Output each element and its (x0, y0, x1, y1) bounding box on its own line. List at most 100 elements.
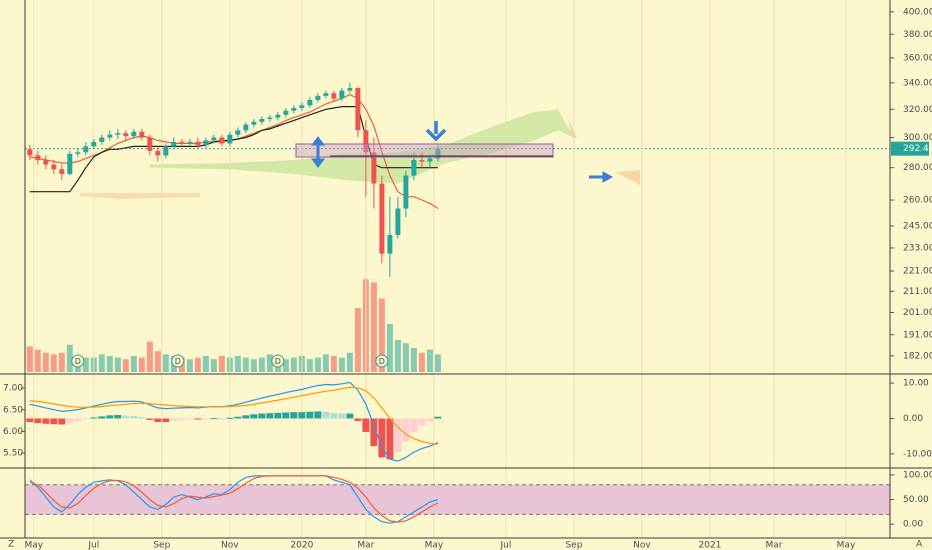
candle-body (227, 134, 233, 144)
y-tick-label: 5.50 (3, 449, 23, 459)
y-tick-label: 300.00 (903, 133, 932, 143)
volume-bar (210, 359, 217, 372)
histogram-bar (122, 415, 130, 419)
volume-bar (26, 346, 33, 372)
candle-body (107, 134, 113, 138)
x-tick-label: May (24, 541, 43, 550)
volume-bar (426, 349, 433, 372)
histogram-bar (106, 415, 114, 419)
series-line (29, 475, 439, 524)
histogram-bar (114, 414, 122, 419)
candle-body (123, 133, 129, 137)
histogram-bar (370, 418, 378, 447)
candle-body (251, 121, 257, 125)
grid-layer (25, 0, 890, 538)
candle-body (315, 95, 321, 100)
volume-bar (386, 324, 393, 372)
candle-body (267, 117, 273, 119)
x-tick-label: Jul (87, 541, 99, 550)
cloud (149, 109, 574, 184)
candle-body (163, 146, 169, 156)
down-arrow (425, 121, 447, 142)
volume-bar (50, 354, 57, 372)
histogram-bar (154, 418, 162, 423)
event-label: D (275, 357, 281, 366)
toolbar-left: Z (8, 540, 14, 550)
event-marker (271, 354, 285, 368)
candle-body (411, 159, 417, 176)
histogram-bar (434, 416, 442, 419)
histogram-bar (178, 418, 186, 421)
volume-bar (322, 354, 329, 372)
histogram-bar (50, 418, 58, 425)
histogram-bar (266, 413, 274, 419)
histogram-bar (58, 418, 66, 425)
candle-body (171, 141, 177, 147)
volume-bar (418, 352, 425, 372)
volume-bar (434, 354, 441, 372)
x-tick-label: Mar (765, 541, 782, 550)
candle-body (211, 137, 217, 141)
y-tick-label: 380.00 (903, 30, 932, 40)
histogram-bar (306, 411, 314, 419)
y-tick-label: 340.00 (903, 78, 932, 88)
candle-body (115, 133, 121, 135)
candle-body (43, 159, 49, 165)
cloud-decoration (615, 170, 640, 185)
event-marker (171, 354, 185, 368)
candle-body (403, 175, 409, 209)
histogram-bar (282, 412, 290, 419)
volume-bar (186, 359, 193, 372)
candle-body (435, 148, 441, 159)
candle-body (219, 137, 225, 144)
histogram-bar (242, 415, 250, 419)
candle-body (99, 137, 105, 142)
histogram-bar (34, 418, 42, 424)
volume-bar (114, 357, 121, 372)
candle-body (291, 107, 297, 111)
series-line (29, 381, 439, 462)
candle-body (307, 99, 313, 106)
y-tick-label: 50.00 (903, 495, 929, 505)
y-tick-label: 211.00 (903, 287, 932, 297)
histogram-bar (250, 414, 258, 419)
volume-bar (218, 356, 225, 372)
y-tick-label: 280.00 (903, 163, 932, 173)
x-tick-label: Sep (153, 541, 170, 550)
histogram-bar (202, 418, 210, 420)
candle-body (83, 146, 89, 153)
candle-body (387, 235, 393, 254)
candle-body (35, 155, 41, 160)
y-tick-label: 6.50 (3, 405, 23, 415)
histogram-bar (402, 418, 410, 442)
volume-bar (130, 356, 137, 372)
histogram-bar (314, 411, 322, 419)
candle-body (179, 141, 185, 144)
y-tick-label: 400.00 (903, 7, 932, 17)
candle-body (347, 88, 353, 91)
candle-body (427, 158, 433, 162)
series-line (29, 386, 438, 445)
volume-bar (314, 357, 321, 372)
x-tick-label: May (837, 541, 856, 550)
volume-bar (402, 343, 409, 372)
candle-body (419, 159, 425, 162)
histogram-bar (298, 412, 306, 419)
volume-bar (394, 340, 401, 372)
histogram-bar (194, 418, 202, 420)
y-tick-label: 0.00 (903, 520, 923, 530)
volume-bar (330, 356, 337, 372)
zone-box (295, 143, 554, 158)
candle-body (283, 110, 289, 115)
y-tick-label: 233.00 (903, 243, 932, 253)
histogram-bar (226, 417, 234, 419)
candle-body (235, 130, 241, 135)
histogram-bar (90, 417, 98, 419)
toolbar-right: A (916, 540, 923, 550)
volume-bar (370, 282, 377, 372)
event-label: D (175, 357, 181, 366)
candle-body (339, 90, 345, 99)
volume-bar (282, 359, 289, 372)
candle-body (379, 183, 385, 254)
x-tick-label: Nov (221, 541, 239, 550)
